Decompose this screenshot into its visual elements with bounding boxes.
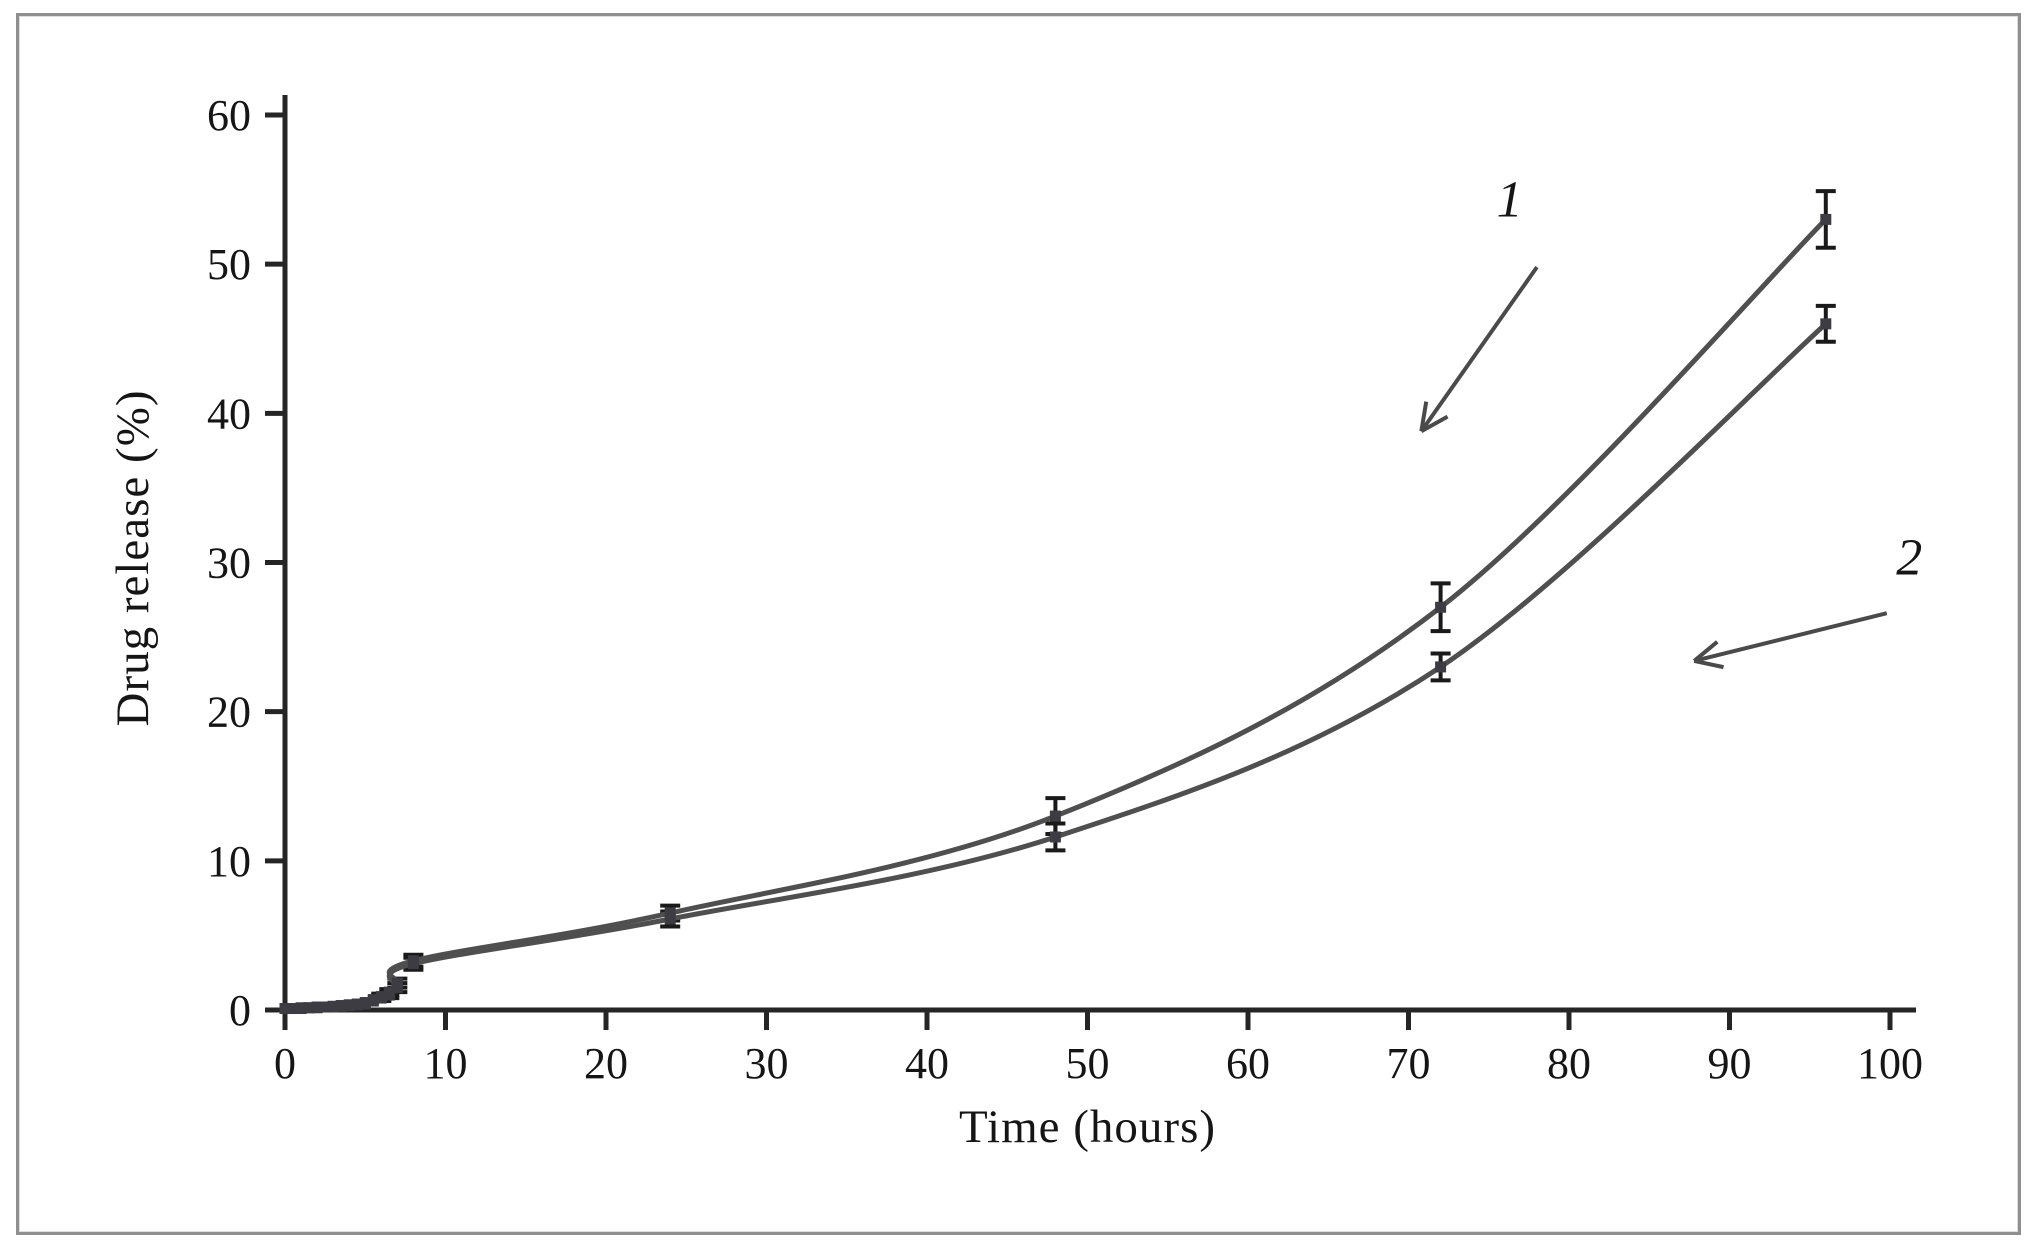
series-2-marker (383, 989, 395, 1001)
annotation-arrowhead (1419, 401, 1429, 432)
series-2-marker (279, 1003, 291, 1015)
series-2-marker (664, 913, 676, 925)
series-2-marker (319, 1001, 331, 1013)
series-2-marker (311, 1002, 323, 1014)
x-tick-label: 10 (424, 1039, 468, 1088)
series-1-marker (1049, 810, 1061, 822)
series-1-curve (282, 216, 1829, 1012)
x-tick-label: 20 (584, 1039, 628, 1088)
series-1-marker (1435, 601, 1447, 613)
x-tick-label: 70 (1387, 1039, 1431, 1088)
series-2-marker (375, 992, 387, 1004)
y-tick-label: 40 (207, 389, 251, 438)
series-2-marker (287, 1003, 299, 1015)
series-2-marker (359, 998, 371, 1010)
series-2-marker (343, 1000, 355, 1012)
annotation-1-label: 1 (1497, 171, 1523, 228)
series-2-marker (303, 1002, 315, 1014)
series-2-marker (327, 1001, 339, 1013)
series-1-marker (1820, 213, 1832, 225)
annotation-arrowhead (1693, 658, 1724, 670)
series-2-marker (407, 958, 419, 970)
annotation-arrowhead (1692, 640, 1719, 663)
y-tick-label: 30 (207, 539, 251, 588)
y-tick-label: 0 (229, 986, 251, 1035)
series-2-marker (295, 1003, 307, 1015)
x-tick-label: 100 (1857, 1039, 1923, 1088)
x-tick-label: 30 (745, 1039, 789, 1088)
x-tick-label: 90 (1708, 1039, 1752, 1088)
series-2-marker (1049, 831, 1061, 843)
y-tick-label: 60 (207, 91, 251, 140)
series-2-marker (351, 999, 363, 1011)
y-axis-title: Drug release (%) (107, 389, 159, 727)
x-axis-title: Time (hours) (958, 1101, 1217, 1153)
annotation-1-arrow (1419, 265, 1539, 433)
x-tick-label: 0 (274, 1039, 296, 1088)
annotation-2-label: 2 (1896, 529, 1922, 586)
series-2-marker (1820, 318, 1832, 330)
series-2-marker (1435, 661, 1447, 673)
series-2-marker (367, 995, 379, 1007)
y-tick-label: 10 (207, 837, 251, 886)
series-2-marker (391, 982, 403, 994)
y-tick-label: 50 (207, 240, 251, 289)
y-tick-label: 20 (207, 688, 251, 737)
x-tick-label: 60 (1226, 1039, 1270, 1088)
annotation-2-arrow (1693, 611, 1888, 663)
annotation-arrowhead (1420, 414, 1449, 433)
series-2-marker (335, 1000, 347, 1012)
x-tick-label: 50 (1066, 1039, 1110, 1088)
x-tick-label: 40 (905, 1039, 949, 1088)
series-1-marker (664, 907, 676, 919)
x-tick-label: 80 (1547, 1039, 1591, 1088)
series-2-curve (282, 321, 1829, 1012)
